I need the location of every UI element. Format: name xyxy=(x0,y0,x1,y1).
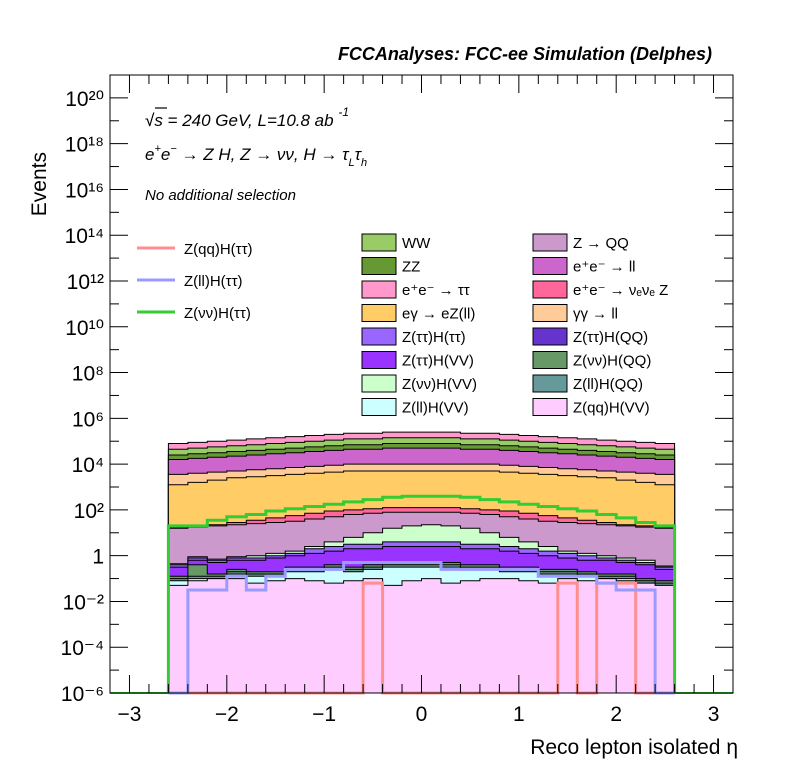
legend-fill-swatch xyxy=(361,304,397,322)
legend-fill-label: eγ → eZ(ll) xyxy=(402,306,475,323)
legend-fill-swatch xyxy=(361,327,397,346)
legend-fill-swatch xyxy=(361,351,397,369)
legend-fill-swatch xyxy=(532,398,568,416)
y-tick-label: 10²⁰ xyxy=(65,88,104,111)
signal-line-2 xyxy=(166,494,677,693)
legend-fill-label: e⁺e⁻ → ττ xyxy=(402,282,470,299)
legend-fill-label: ZZ xyxy=(402,259,420,276)
legend-fill-swatch xyxy=(532,304,568,322)
legend-line-label: Z(ll)H(ττ) xyxy=(184,273,243,290)
x-tick-label: −1 xyxy=(312,703,336,726)
signal-line-1 xyxy=(168,561,675,695)
energy-exponent: -1 xyxy=(338,105,349,119)
x-axis-label: Reco lepton isolated η xyxy=(530,736,738,759)
legend-fills: WW Z → QQ ZZ e⁺e⁻ → ll e⁺e⁻ → ττ e⁺e⁻ → νₑνₑ … xyxy=(361,233,668,417)
legend-fill-label: Z(qq)H(VV) xyxy=(573,400,650,417)
x-tick-label: 1 xyxy=(513,703,525,726)
legend-fill-label: Z(ll)H(VV) xyxy=(402,400,469,417)
x-tick-label: 2 xyxy=(610,703,622,726)
y-tick-label: 10⁻⁶ xyxy=(61,683,104,706)
legend-lines: Z(qq)H(ττ) Z(ll)H(ττ) Z(νν)H(ττ) xyxy=(137,241,253,322)
legend-fill-swatch xyxy=(361,257,397,275)
legend-fill-label: Z(νν)H(VV) xyxy=(402,376,477,393)
x-tick-label: 3 xyxy=(708,703,720,726)
y-tick-label: 10² xyxy=(74,500,104,523)
y-tick-label: 10¹⁸ xyxy=(65,134,104,157)
stack-layer-0 xyxy=(167,578,676,694)
sqrt-symbol: √ xyxy=(145,111,155,130)
legend-fill-label: Z(ττ)H(ττ) xyxy=(402,329,466,346)
y-tick-label: 10⁻² xyxy=(63,591,104,614)
y-axis-label: Events xyxy=(28,152,51,216)
plot-area: 10⁻⁶ 10⁻⁴ 10⁻² 1 10² 10⁴ 10⁶ 10⁸ 10¹⁰ 10¹² 10¹⁴ 10¹… xyxy=(61,74,734,726)
legend-fill-swatch xyxy=(532,233,568,252)
y-tick-label: 10¹⁰ xyxy=(65,317,104,340)
legend-fill-label: Z(ll)H(QQ) xyxy=(573,376,643,393)
legend-fill-label: Z → QQ xyxy=(573,235,629,252)
legend-line-label: Z(qq)H(ττ) xyxy=(184,241,253,258)
y-tick-label: 10¹⁶ xyxy=(65,179,104,202)
legend-fill-label: γγ → ll xyxy=(573,306,618,323)
legend-line-label: Z(νν)H(ττ) xyxy=(184,305,251,322)
energy-label: √s = 240 GeV, L=10.8 ab xyxy=(145,111,334,130)
x-tick-label: −3 xyxy=(117,703,141,726)
selection-text: No additional selection xyxy=(145,187,296,204)
x-tick-label: −2 xyxy=(215,703,239,726)
legend-fill-swatch xyxy=(361,280,397,299)
y-tick-label: 10¹⁴ xyxy=(65,225,104,248)
y-tick-label: 1 xyxy=(92,546,104,569)
legend-fill-label: WW xyxy=(402,235,431,252)
legend-fill-swatch xyxy=(532,257,568,275)
legend-fill-swatch xyxy=(532,327,568,346)
legend-fill-swatch xyxy=(532,280,568,299)
y-tick-label: 10⁻⁴ xyxy=(61,637,104,660)
energy-text: √s = 240 GeV, L=10.8 ab -1 xyxy=(145,105,349,130)
legend-fill-label: Z(νν)H(QQ) xyxy=(573,353,651,370)
legend-fill-label: e⁺e⁻ → νₑνₑ Z xyxy=(573,282,668,299)
x-tick-label: 0 xyxy=(416,703,428,726)
y-tick-label: 10⁴ xyxy=(72,454,104,477)
legend-fill-swatch xyxy=(361,398,397,416)
y-tick-label: 10¹² xyxy=(67,271,104,294)
legend-fill-swatch xyxy=(532,351,568,369)
legend-fill-label: e⁺e⁻ → ll xyxy=(573,259,636,276)
legend-fill-label: Z(ττ)H(QQ) xyxy=(573,329,648,346)
legend-fill-label: Z(ττ)H(VV) xyxy=(402,353,474,370)
legend-fill-swatch xyxy=(532,374,568,393)
y-tick-label: 10⁶ xyxy=(72,408,104,431)
legend-fill-swatch xyxy=(361,233,397,252)
legend-fill-swatch xyxy=(361,374,397,393)
y-tick-label: 10⁸ xyxy=(72,363,104,386)
chart-title: FCCAnalyses: FCC-ee Simulation (Delphes) xyxy=(338,44,712,64)
